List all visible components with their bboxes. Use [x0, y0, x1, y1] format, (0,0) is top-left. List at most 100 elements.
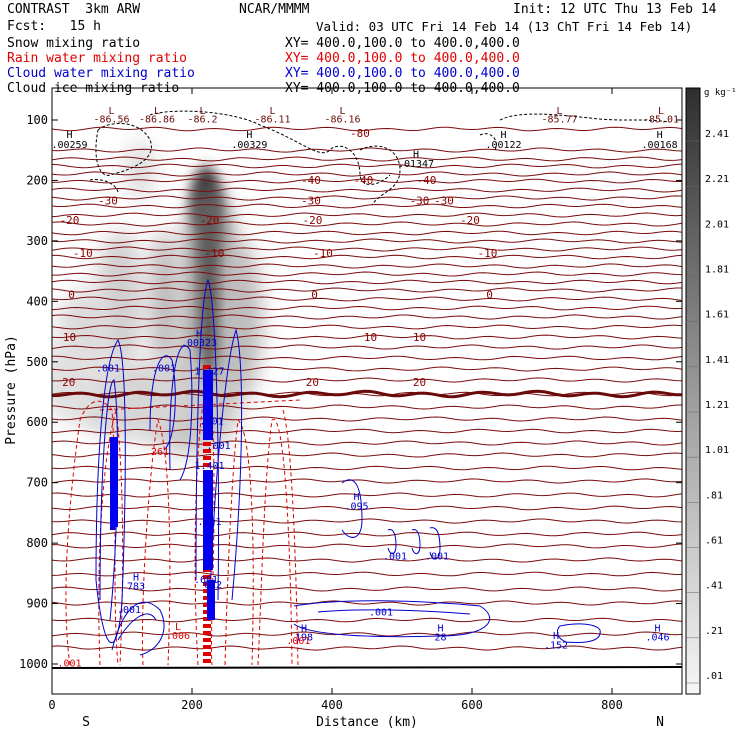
isotherm-14 [52, 254, 682, 260]
rain-core-dash [203, 638, 211, 642]
extremum-L-6: L [658, 106, 664, 117]
isotherm-32 [52, 440, 682, 446]
rain-label-value-1: .006 [166, 631, 190, 642]
ice-max-value-3: .00122 [485, 140, 521, 151]
ice-max-H-1: H [246, 130, 252, 141]
isotherm-44 [52, 600, 682, 606]
rain-core-dash [203, 442, 211, 446]
ice-max-H-2: H [413, 149, 419, 160]
isotherm-label-0-0: 0 [68, 288, 75, 301]
isotherm-label-10-1: 10 [364, 331, 377, 344]
colorbar-tick-9: .61 [705, 536, 723, 547]
field-name-cloud-water: Cloud water mixing ratio [7, 66, 195, 81]
cloud-label-value-2: .00323 [181, 338, 217, 349]
x-tick-label-400: 400 [321, 698, 343, 712]
colorbar-tick-2: 2.01 [705, 219, 729, 230]
valid-time: Valid: 03 UTC Fri 14 Feb 14 (13 ChT Fri … [316, 19, 693, 34]
cloud-label-value-10: .001 [425, 551, 449, 562]
isotherm-label-20-2: 20 [413, 376, 426, 389]
rain-core-dash [203, 463, 211, 467]
rain-label-value-0: .261 [145, 447, 169, 458]
y-axis-title: Pressure (hPa) [4, 335, 19, 445]
isotherm-17 [52, 279, 682, 285]
isotherm-2 [52, 156, 682, 162]
isotherm-27 [52, 377, 682, 383]
rain-core-dash [203, 449, 211, 453]
isotherm-label-m40-1: -40 [354, 174, 374, 187]
isotherm-20 [52, 305, 682, 311]
colorbar-tick-12: .01 [705, 671, 723, 682]
extremum-value-3: -86.11 [254, 114, 290, 125]
y-tick-label-200: 200 [26, 173, 48, 187]
cloud-core-1 [203, 370, 213, 440]
cloud-water-contours [95, 278, 601, 656]
cloud-label-value-19: .046 [645, 632, 669, 643]
cloud-contour-5 [209, 328, 243, 601]
cloud-label-value-18: .152 [544, 640, 568, 651]
isotherm-8 [52, 203, 682, 209]
isotherm-3 [52, 163, 682, 169]
isotherm-label-20-0: 20 [62, 376, 75, 389]
isotherm-41 [52, 557, 682, 563]
ice-contour-0 [95, 122, 152, 176]
isotherm-45 [52, 617, 682, 623]
ice-contour-1 [89, 179, 119, 193]
extremum-value-2: -86.2 [187, 114, 217, 125]
isotherm-38 [52, 518, 682, 524]
rain-core-dash [203, 365, 211, 369]
rain-contour-6 [282, 409, 299, 666]
ice-contour-2 [149, 110, 391, 185]
isotherm-label-m30-0: -30 [98, 195, 118, 208]
cloud-label-value-12: 612 [204, 580, 222, 591]
isotherm-label-m40-2: -40 [417, 174, 437, 187]
rain-core-dash [203, 575, 211, 579]
colorbar-unit: g kg⁻¹ [704, 88, 737, 98]
cloud-label-value-13: 783 [127, 582, 145, 593]
contour-labels: -80 -40 -40 -40 -30 -30 -30 -30 -20 -20 -20 -20 -10 -… [51, 106, 679, 669]
isotherm-7 [52, 195, 682, 201]
isotherm-33 [52, 452, 682, 458]
isotherm-label-0-2: 0 [486, 288, 493, 301]
extremum-value-0: -86.56 [93, 114, 129, 125]
isotherm-10 [52, 221, 682, 227]
ground-line [52, 666, 682, 669]
isotherm-18 [52, 287, 682, 293]
cloud-label-H-7: H [353, 492, 359, 503]
cloud-core-3 [203, 540, 213, 570]
isotherm-0 [52, 126, 682, 132]
cloud-label-value-4: .601 [200, 417, 224, 428]
cloud-label-value-8: .801 [197, 517, 221, 528]
cloud-ice-contours [89, 110, 671, 206]
y-tick-label-600: 600 [26, 415, 48, 429]
y-tick-label-1000: 1000 [19, 657, 48, 671]
rain-contour-5 [257, 418, 293, 666]
y-tick-label-900: 900 [26, 597, 48, 611]
colorbar-tick-5: 1.41 [705, 355, 729, 366]
plot-frame [51, 87, 683, 695]
cloud-label-value-14: .001 [117, 605, 141, 616]
snow-shade-10 [126, 140, 154, 200]
snow-shade-11 [201, 205, 217, 385]
isotherm-6 [52, 187, 682, 193]
isotherm-label-m30-2: -30 [410, 195, 430, 208]
x-tick-label-200: 200 [181, 698, 203, 712]
field-xy-snow: XY= 400.0,100.0 to 400.0,400.0 [285, 36, 520, 51]
isotherm-label-20-1: 20 [306, 376, 319, 389]
rain-core-dash [203, 456, 211, 460]
cloud-label-value-7: .095 [344, 501, 368, 512]
colorbar: 2.41 2.21 2.01 1.81 1.61 1.41 1.21 1.01 .81 .61 .4… [685, 87, 737, 695]
cloud-contour-10 [411, 529, 421, 555]
isotherm-11 [52, 230, 682, 236]
isotherm-label-10-2: 10 [413, 331, 426, 344]
isotherm-label-m10-0: -10 [73, 247, 93, 260]
isotherm-39 [52, 531, 682, 537]
isotherm-36 [52, 492, 682, 498]
x-axis-right-end: N [656, 715, 664, 730]
cloud-contour-13 [317, 609, 471, 615]
isotherm-9 [52, 212, 682, 218]
cloud-label-value-5: .001 [207, 441, 231, 452]
colorbar-tick-6: 1.21 [705, 400, 729, 411]
